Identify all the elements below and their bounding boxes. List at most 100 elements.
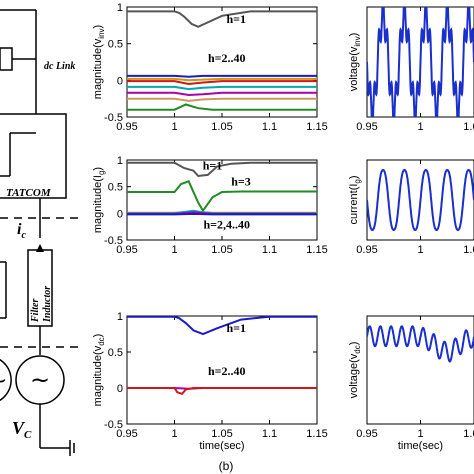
x-tick-label: 1.05 [211, 244, 232, 256]
voltage-label: VC [12, 418, 32, 441]
x-tick-label: 1.15 [306, 121, 327, 133]
y-axis-label-main: magnitude(v [92, 38, 104, 99]
y-axis-label-main: current(I [348, 184, 360, 225]
plot-lines [127, 10, 317, 111]
x-tick-label: 0.95 [116, 428, 137, 440]
chart-magnitude-vinv: 0.95 1 1.05 1.1 1.15 -0.5 0 0.5 1 magnitude(vinv)… [92, 2, 328, 133]
x-tick-label: 1.1 [262, 244, 277, 256]
series-line-7 [127, 103, 317, 111]
y-axis-label-sub: inv [97, 28, 106, 38]
x-tick-label: 1 [171, 121, 177, 133]
series-line-1 [127, 74, 317, 78]
y-tick-label: 1 [117, 311, 123, 323]
waveform-line [367, 169, 474, 231]
y-tick-label: 1 [117, 2, 123, 14]
series-line-0 [127, 10, 317, 28]
y-tick-label: 0.5 [108, 182, 123, 194]
x-tick-label: 1.05 [463, 244, 474, 256]
x-tick-label: 0.95 [356, 244, 377, 256]
y-axis-label-sub: dc [353, 345, 362, 353]
y-axis-label-end: ) [92, 25, 104, 29]
y-tick-label: 0 [117, 208, 123, 220]
chart-current-ig: 0.95 1 1.05 current(Ig) [348, 159, 474, 256]
x-tick-label: 1.05 [463, 121, 474, 133]
y-axis-label-end: ) [92, 334, 104, 338]
y-axis-label: current(Ig) [348, 175, 362, 224]
y-axis-label-sub: inv [353, 36, 362, 46]
filter-label-1: Filter [30, 299, 41, 323]
y-axis-label-end: ) [348, 175, 360, 179]
chart-magnitude-vdc: 0.95 1 1.05 1.1 1.15 -0.5 0 0.5 1 magnitude(vdc) t… [92, 311, 328, 452]
x-tick-label: 1 [171, 244, 177, 256]
plot-lines [367, 325, 474, 363]
series-line-3 [127, 80, 317, 86]
chart-magnitude-ig: 0.95 1 1.05 1.1 1.15 -0.5 0 0.5 1 magnitude(Ig) h=… [92, 155, 328, 256]
y-axis-label: magnitude(vdc) [92, 334, 106, 407]
plot-lines [127, 161, 317, 216]
x-tick-label: 1.05 [463, 428, 474, 440]
series-line-4 [127, 85, 317, 91]
y-tick-label: 0.5 [108, 347, 123, 359]
plot-lines [127, 316, 317, 395]
statcom-label: TATCOM [6, 187, 52, 199]
x-axis-label: time(sec) [199, 440, 244, 452]
y-axis-label-end: ) [348, 342, 360, 346]
annotation-label: h=3 [231, 175, 251, 189]
dc-link-box [0, 47, 13, 71]
x-tick-label: 1 [417, 121, 423, 133]
current-arrow-icon [36, 244, 44, 252]
x-tick-label: 1 [171, 428, 177, 440]
current-label: ic [17, 221, 26, 241]
series-line-0 [127, 161, 317, 178]
x-tick-label: 0.95 [116, 121, 137, 133]
ac-source-symbol-icon: ~ [30, 366, 50, 394]
series-line-5 [127, 91, 317, 97]
waveform-line [367, 325, 474, 363]
annotation-label: h=1 [203, 159, 223, 173]
series-line-2 [127, 77, 317, 82]
y-axis-label-sub: g [97, 171, 106, 175]
series-line-5 [127, 212, 317, 216]
y-axis-label-main: voltage(v [348, 353, 360, 398]
plot-lines [367, 7, 474, 117]
ac-source-left-circle [0, 358, 12, 402]
annotation-label: h=2..40 [208, 51, 246, 65]
annotation-label: h=1 [226, 12, 246, 26]
x-tick-label: 0.95 [356, 121, 377, 133]
y-tick-label: 0.5 [108, 39, 123, 51]
x-tick-label: 0.95 [356, 428, 377, 440]
y-axis-label-sub: dc [97, 337, 106, 345]
annotation-label: h=2..40 [208, 364, 246, 378]
statcom-box [0, 113, 67, 199]
y-axis-label: magnitude(vinv) [92, 25, 106, 99]
waveform-line [367, 7, 474, 117]
x-tick-label: 1.05 [211, 428, 232, 440]
x-tick-label: 1.1 [262, 121, 277, 133]
chart-voltage-vinv: 0.95 1 1.05 voltage(vinv) [348, 6, 474, 133]
y-tick-label: -0.5 [104, 112, 123, 124]
y-axis-label: magnitude(Ig) [92, 167, 106, 233]
x-tick-label: 1.1 [262, 428, 277, 440]
x-tick-label: 1.15 [306, 428, 327, 440]
x-tick-label: 1.05 [211, 121, 232, 133]
dc-link-label: dc Link [44, 61, 75, 72]
chart-voltage-vdc: 0.95 1 1.05 voltage(vdc) time(sec) [348, 315, 474, 452]
y-axis-label: voltage(vinv) [348, 33, 362, 92]
annotation-label: h=1 [226, 321, 246, 335]
y-tick-label: 0 [117, 75, 123, 87]
y-tick-label: 0 [117, 383, 123, 395]
x-tick-label: 1 [417, 244, 423, 256]
y-axis-label: voltage(vdc) [348, 342, 362, 399]
ac-source-circle [15, 355, 65, 405]
figure-caption: (b) [219, 459, 234, 473]
y-axis-label-main: voltage(v [348, 46, 360, 91]
x-tick-label: 1.15 [306, 244, 327, 256]
plot-area [126, 315, 318, 425]
series-line-1 [127, 180, 317, 213]
series-line-0 [127, 316, 317, 336]
x-tick-label: 0.95 [116, 244, 137, 256]
annotation-label: h=2,4..40 [203, 217, 250, 231]
y-axis-label-end: ) [348, 33, 360, 37]
y-axis-label-end: ) [92, 167, 104, 171]
